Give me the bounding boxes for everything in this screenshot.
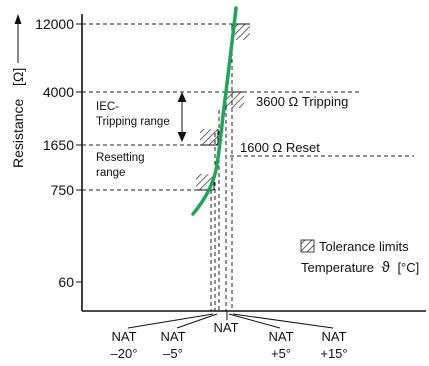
tolerance-box-top bbox=[232, 24, 250, 40]
temperature-symbol: ϑ bbox=[382, 259, 391, 276]
y-axis-title: Resistance [Ω] bbox=[10, 14, 26, 168]
resetting-range-label-2: range bbox=[96, 167, 125, 179]
vertical-reference-lines bbox=[210, 24, 233, 311]
nat-label-2: NAT bbox=[160, 329, 185, 344]
legend-temperature-label: Temperature ϑ [°C] bbox=[301, 259, 419, 276]
nat-temp-5: +15° bbox=[320, 346, 347, 361]
tripping-resistance-label: 3600 Ω Tripping bbox=[256, 94, 348, 109]
nat-temp-1: –20° bbox=[111, 346, 138, 361]
nat-label-1: NAT bbox=[111, 329, 136, 344]
reset-resistance-label: 1600 Ω Reset bbox=[240, 140, 320, 155]
tick-label-750: 750 bbox=[51, 182, 75, 198]
legend-tolerance-label: Tolerance limits bbox=[319, 239, 409, 254]
tolerance-box-trip bbox=[226, 92, 244, 108]
horizontal-reference-lines bbox=[82, 23, 414, 191]
iec-range-label-2: Tripping range bbox=[96, 116, 170, 128]
tolerance-box-reset bbox=[200, 129, 218, 145]
ptc-characteristic-curve bbox=[191, 6, 238, 216]
legend: Tolerance limits Temperature ϑ [°C] bbox=[300, 239, 419, 276]
y-axis-unit-text: [Ω] bbox=[10, 68, 26, 86]
nat-label-5: NAT bbox=[321, 329, 346, 344]
resetting-range-label-1: Resetting bbox=[96, 152, 145, 164]
y-axis-arrowhead bbox=[14, 14, 22, 24]
x-labels: NAT –20° NAT –5° NAT NAT +5° NAT +15° bbox=[111, 320, 348, 361]
nat-temp-4: +5° bbox=[271, 346, 291, 361]
tick-label-1650: 1650 bbox=[43, 137, 74, 153]
y-axis-ticks: 12000 4000 1650 750 60 bbox=[35, 16, 82, 290]
tick-label-12000: 12000 bbox=[35, 16, 74, 32]
iec-range-arrow bbox=[177, 92, 187, 142]
nat-label-3: NAT bbox=[213, 320, 238, 335]
nat-connector-2 bbox=[176, 313, 218, 329]
nat-connector-1 bbox=[127, 313, 214, 329]
nat-connector-5 bbox=[232, 313, 334, 329]
nat-label-4: NAT bbox=[268, 329, 293, 344]
legend-hatch-swatch bbox=[300, 239, 315, 253]
iec-range-label-1: IEC- bbox=[96, 101, 119, 113]
nat-temp-2: –5° bbox=[163, 346, 183, 361]
nat-connector-4 bbox=[228, 313, 281, 329]
y-axis-title-text: Resistance bbox=[10, 99, 26, 168]
tick-label-4000: 4000 bbox=[43, 84, 74, 100]
tick-label-60: 60 bbox=[58, 274, 74, 290]
nat-connectors bbox=[127, 311, 334, 329]
